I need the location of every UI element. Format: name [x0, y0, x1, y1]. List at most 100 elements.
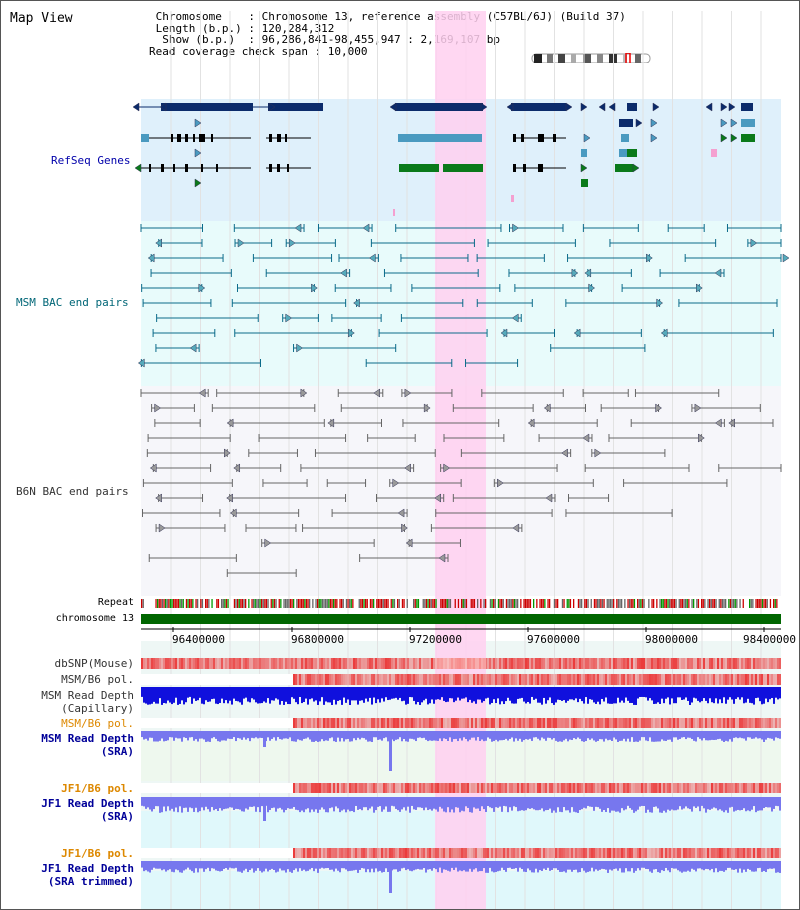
pol-cell — [147, 658, 149, 669]
pol-cell — [689, 783, 691, 793]
pol-cell — [619, 718, 621, 728]
pol-cell — [233, 658, 235, 669]
pol-cell — [307, 674, 309, 685]
pol-cell — [165, 674, 167, 685]
pol-cell — [175, 783, 177, 793]
depth-bar — [505, 687, 507, 702]
repeat-mark — [166, 599, 168, 608]
msm-arrow — [573, 328, 581, 338]
pol-cell — [589, 848, 591, 858]
pol-cell — [757, 674, 759, 685]
pol-cell — [719, 783, 721, 793]
depth-bar — [181, 797, 183, 813]
depth-bar — [727, 861, 729, 868]
pol-cell — [531, 783, 533, 793]
pol-cell — [537, 848, 539, 858]
repeat-mark — [323, 599, 325, 608]
pol-cell — [453, 674, 455, 685]
depth-bar — [529, 731, 531, 739]
pol-cell — [743, 718, 745, 728]
pol-cell — [505, 658, 507, 669]
pol-cell — [693, 658, 695, 669]
depth-bar — [639, 687, 641, 698]
pol-cell — [439, 718, 441, 728]
depth-bar — [659, 861, 661, 873]
pol-cell — [417, 718, 419, 728]
pol-cell — [757, 783, 759, 793]
pol-cell — [535, 783, 537, 793]
depth-bar — [679, 731, 681, 739]
pol-cell — [355, 718, 357, 728]
pol-cell — [313, 718, 315, 728]
depth-bar — [295, 797, 297, 810]
pol-cell — [499, 674, 501, 685]
pol-cell — [777, 658, 779, 669]
depth-bar — [547, 687, 549, 701]
pol-cell — [265, 783, 267, 793]
pol-cell — [451, 718, 453, 728]
depth-bar — [663, 687, 665, 704]
pol-cell — [463, 718, 465, 728]
pol-cell — [287, 658, 289, 669]
repeat-mark — [680, 599, 682, 608]
depth-bar — [297, 687, 299, 705]
depth-bar — [313, 861, 315, 872]
depth-bar — [751, 861, 753, 872]
depth-bar — [521, 861, 523, 870]
depth-bar — [463, 797, 465, 812]
pol-cell — [145, 674, 147, 685]
pol-cell — [531, 658, 533, 669]
pol-cell — [689, 658, 691, 669]
depth-bar — [579, 731, 581, 739]
depth-bar — [617, 731, 619, 742]
pol-cell — [549, 718, 551, 728]
pol-cell — [579, 848, 581, 858]
pol-cell — [479, 848, 481, 858]
gene-exon — [511, 195, 514, 202]
depth-bar — [365, 797, 367, 808]
depth-bar — [691, 731, 693, 740]
repeat-mark — [464, 599, 466, 608]
depth-bar — [775, 731, 777, 738]
depth-bar — [639, 797, 641, 807]
repeat-mark — [286, 599, 288, 608]
depth-bar — [415, 687, 417, 705]
pol-cell — [283, 674, 285, 685]
depth-bar — [689, 687, 691, 705]
b6n-arrow — [594, 448, 602, 458]
depth-bar — [761, 731, 763, 740]
pol-cell — [725, 848, 727, 858]
depth-bar — [755, 797, 757, 813]
pol-cell — [257, 783, 259, 793]
pol-cell — [615, 848, 617, 858]
pol-cell — [515, 783, 517, 793]
pol-cell — [679, 718, 681, 728]
depth-bar — [383, 687, 385, 702]
pol-cell — [735, 658, 737, 669]
repeat-mark — [317, 599, 319, 608]
pol-cell — [647, 848, 649, 858]
pol-cell — [687, 674, 689, 685]
depth-bar — [327, 797, 329, 813]
chromosome-ideogram[interactable] — [531, 53, 651, 63]
depth-bar — [733, 797, 735, 812]
depth-bar — [637, 861, 639, 869]
depth-bar — [331, 797, 333, 808]
pol-cell — [227, 783, 229, 793]
repeat-mark — [336, 599, 338, 608]
pol-cell — [151, 848, 153, 858]
pol-cell — [299, 658, 301, 669]
pol-cell — [219, 658, 221, 669]
pol-cell — [749, 674, 751, 685]
pol-cell — [681, 783, 683, 793]
pol-cell — [729, 848, 731, 858]
depth-bar — [721, 797, 723, 811]
pol-cell — [171, 783, 173, 793]
pol-cell — [159, 658, 161, 669]
pol-cell — [357, 674, 359, 685]
pol-cell — [339, 783, 341, 793]
pol-cell — [423, 783, 425, 793]
pol-cell — [389, 658, 391, 669]
depth-bar — [293, 861, 295, 871]
